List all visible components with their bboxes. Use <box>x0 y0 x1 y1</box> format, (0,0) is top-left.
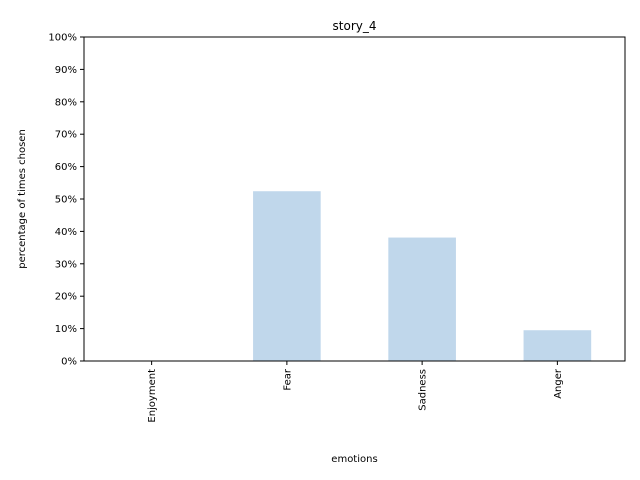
y-tick-label: 50% <box>55 195 77 206</box>
y-tick-label: 10% <box>55 324 77 335</box>
y-tick-label: 60% <box>55 162 77 173</box>
y-tick-label: 80% <box>55 97 77 108</box>
y-axis-label: percentage of times chosen <box>17 129 28 269</box>
y-tick-label: 90% <box>55 65 77 76</box>
x-tick-label: Anger <box>553 368 564 399</box>
bars-layer <box>253 191 592 361</box>
x-tick-label: Fear <box>282 368 293 390</box>
chart-title: story_4 <box>333 19 377 33</box>
y-tick-label: 100% <box>48 33 77 44</box>
x-tick-label: Sadness <box>418 369 429 411</box>
x-tick-label: Enjoyment <box>147 369 158 423</box>
plot-frame <box>83 36 626 362</box>
bar-fear <box>253 191 321 361</box>
x-axis-ticks: Enjoyment Fear Sadness Anger <box>147 361 564 423</box>
y-tick-label: 30% <box>55 259 77 270</box>
y-tick-label: 0% <box>61 357 77 368</box>
y-axis-ticks: 0% 10% 20% 30% 40% 50% 60% 70% 80% 90% 100% <box>48 33 84 368</box>
bar-anger <box>523 330 592 361</box>
bar-sadness <box>388 237 456 361</box>
y-tick-label: 20% <box>55 292 77 303</box>
y-tick-label: 40% <box>55 227 77 238</box>
x-axis-label: emotions <box>331 454 377 465</box>
y-tick-label: 70% <box>55 130 77 141</box>
